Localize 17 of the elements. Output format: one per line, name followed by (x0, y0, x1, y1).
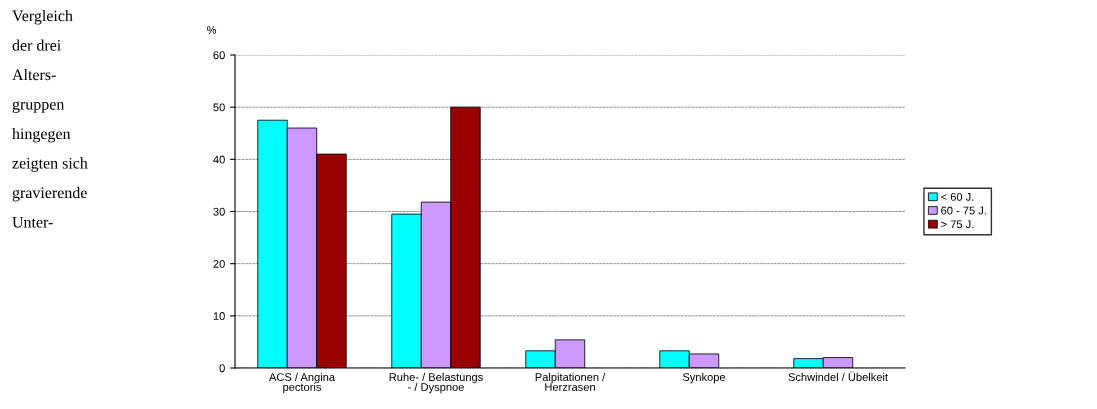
text: Vergleich der drei Alters- gruppen hingegen zeigten sich gravierende Unter- (12, 10, 88, 228)
x-tick-label: Synkope (682, 372, 726, 384)
legend-label: > 75 J. (941, 220, 974, 229)
y-tick-label: 50 (213, 103, 225, 112)
x-tick-label: ACS / Angina pectoris (268, 372, 336, 394)
y-tick-label: 40 (213, 155, 225, 164)
legend-label: < 60 J. (941, 192, 974, 201)
y-tick-label: 60 (213, 51, 225, 60)
y-tick-label: 30 (213, 207, 225, 216)
y-tick-label: 20 (213, 259, 225, 268)
x-tick-label: Palpitationen / Herzrasen (535, 372, 606, 391)
x-tick-label: Ruhe- / Belastungs - / Dyspnoe (389, 372, 483, 394)
y-tick-label: 0 (219, 364, 225, 373)
y-tick-label: 10 (213, 312, 225, 320)
x-tick-label: Schwindel / Übelkeit (788, 371, 888, 382)
legend-label: 60 - 75 J. (941, 206, 986, 215)
y-axis-title: % (207, 26, 217, 34)
